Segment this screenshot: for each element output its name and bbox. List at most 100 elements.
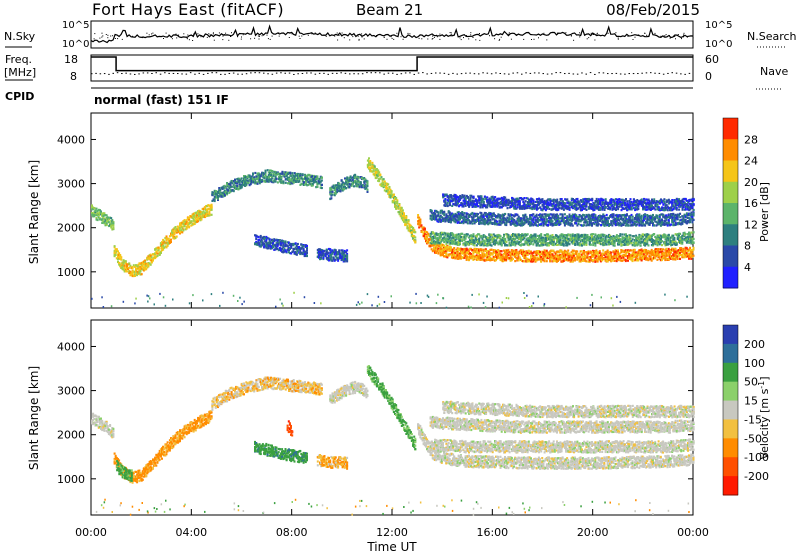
range-cell — [511, 257, 514, 260]
range-cell — [192, 222, 195, 225]
range-cell — [157, 246, 160, 249]
range-cell — [264, 180, 267, 183]
range-cell — [505, 240, 508, 244]
nave-dot — [142, 72, 145, 74]
range-cell — [360, 185, 363, 188]
range-cell — [105, 216, 108, 220]
nsearch-dot — [325, 35, 327, 37]
range-cell — [315, 175, 318, 178]
range-cell — [137, 263, 140, 266]
nsearch-dot — [515, 34, 517, 35]
range-cell — [274, 239, 277, 242]
range-cell — [240, 180, 243, 183]
range-cell — [287, 172, 289, 176]
range-cell — [274, 177, 277, 181]
range-cell — [198, 212, 201, 215]
range-cell — [264, 244, 267, 247]
range-cell — [92, 206, 95, 209]
range-cell — [372, 170, 375, 173]
range-cell — [283, 175, 286, 178]
range-cell — [407, 219, 410, 222]
nave-dot — [211, 72, 213, 74]
range-cell — [223, 184, 226, 187]
nsearch-dot — [193, 33, 195, 35]
range-cell — [158, 251, 161, 254]
range-cell — [188, 218, 191, 221]
range-cell — [133, 265, 136, 268]
range-cell — [194, 219, 197, 222]
nsearch-dot — [341, 32, 343, 34]
range-cell — [363, 180, 366, 183]
range-cell — [574, 243, 577, 246]
nave-dot — [400, 73, 403, 75]
range-cell — [606, 249, 609, 252]
range-cell — [366, 183, 369, 186]
range-cell — [507, 253, 510, 257]
range-cell — [306, 179, 309, 182]
range-cell — [302, 245, 305, 248]
range-cell — [318, 182, 321, 185]
range-cell — [263, 243, 266, 246]
range-cell — [202, 210, 205, 213]
range-cell — [273, 180, 276, 183]
beam-title: Beam 21 — [356, 1, 423, 19]
nsearch-dot — [593, 33, 595, 35]
nsearch-dot — [271, 35, 273, 37]
range-cell — [340, 185, 343, 188]
range-cell — [472, 235, 475, 238]
nave-dot — [91, 73, 93, 75]
range-cell — [580, 234, 583, 237]
range-cell — [98, 217, 101, 220]
range-cell — [245, 182, 248, 185]
range-cell — [281, 239, 284, 242]
nsearch-dot — [479, 33, 480, 34]
range-cell — [306, 244, 308, 247]
range-cell — [140, 273, 143, 276]
range-cell — [167, 240, 170, 243]
nsearch-dot — [307, 34, 309, 36]
range-cell — [549, 260, 552, 263]
range-cell — [497, 249, 500, 252]
range-cell — [217, 198, 219, 201]
range-cell — [188, 216, 191, 219]
range-cell — [366, 181, 369, 184]
nave-dot — [155, 72, 157, 74]
range-cell — [316, 182, 319, 185]
nave-dot — [297, 73, 299, 75]
nave-dot — [426, 73, 428, 75]
nsearch-dot — [669, 35, 670, 37]
range-cell — [572, 249, 575, 252]
range-cell — [332, 186, 335, 189]
range-cell — [287, 177, 289, 180]
range-cell — [388, 186, 391, 189]
range-cell — [286, 241, 289, 244]
nsearch-dot — [390, 36, 392, 38]
range-cell — [334, 258, 337, 261]
range-cell — [127, 263, 130, 266]
range-cell — [436, 249, 439, 252]
range-cell — [269, 174, 271, 177]
series-3 — [329, 173, 369, 201]
range-cell — [205, 212, 207, 216]
range-cell — [308, 182, 311, 185]
noise-sky-trace — [90, 24, 694, 44]
nsearch-dot — [101, 36, 103, 38]
range-cell — [281, 180, 284, 183]
range-cell — [171, 231, 174, 234]
range-cell — [255, 237, 258, 240]
range-cell — [345, 178, 348, 182]
nsearch-dot — [376, 35, 377, 36]
range-cell — [273, 170, 276, 173]
range-cell — [202, 215, 205, 218]
range-cell — [603, 234, 606, 237]
range-cell — [348, 186, 351, 189]
range-cell — [182, 222, 185, 225]
range-cell — [365, 186, 368, 189]
range-cell — [580, 244, 583, 247]
range-cell — [368, 157, 370, 160]
range-cell — [317, 181, 320, 185]
range-cell — [443, 240, 446, 244]
range-cell — [656, 258, 659, 261]
range-cell — [180, 223, 183, 226]
range-cell — [249, 175, 252, 178]
